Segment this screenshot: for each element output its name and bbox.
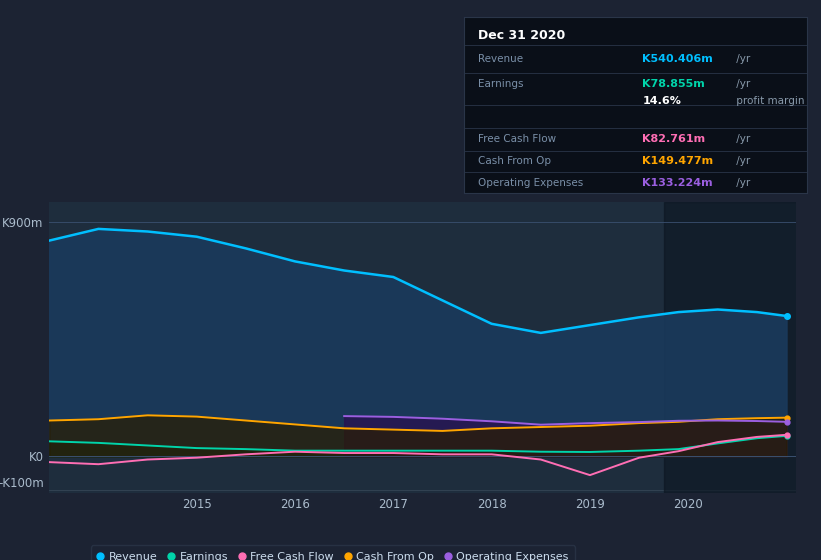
Text: K82.761m: K82.761m <box>642 133 705 143</box>
Text: Free Cash Flow: Free Cash Flow <box>478 133 556 143</box>
Bar <box>663 202 801 493</box>
Text: K149.477m: K149.477m <box>642 156 713 166</box>
Legend: Revenue, Earnings, Free Cash Flow, Cash From Op, Operating Expenses: Revenue, Earnings, Free Cash Flow, Cash … <box>91 545 576 560</box>
Text: /yr: /yr <box>733 156 750 166</box>
Text: /yr: /yr <box>733 133 750 143</box>
Text: K133.224m: K133.224m <box>642 178 713 188</box>
Text: Operating Expenses: Operating Expenses <box>478 178 583 188</box>
Text: profit margin: profit margin <box>733 96 805 106</box>
Text: /yr: /yr <box>733 178 750 188</box>
Text: /yr: /yr <box>733 54 750 64</box>
Text: Earnings: Earnings <box>478 79 523 89</box>
Text: 14.6%: 14.6% <box>642 96 681 106</box>
Text: Dec 31 2020: Dec 31 2020 <box>478 29 565 42</box>
Text: Cash From Op: Cash From Op <box>478 156 551 166</box>
Text: Revenue: Revenue <box>478 54 523 64</box>
Text: /yr: /yr <box>733 79 750 89</box>
Text: K540.406m: K540.406m <box>642 54 713 64</box>
Text: K78.855m: K78.855m <box>642 79 705 89</box>
